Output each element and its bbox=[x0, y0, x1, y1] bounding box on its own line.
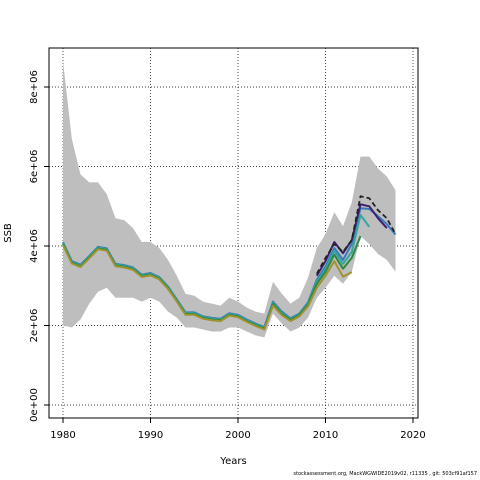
x-tick-label-1980: 1980 bbox=[50, 430, 75, 441]
footnote: stockassessment.org, MackWGWIDE2019v02, … bbox=[293, 471, 477, 477]
y-axis-title: SSB bbox=[3, 223, 14, 243]
y-tick-label-6000000: 6e+06 bbox=[29, 150, 40, 184]
series-lines bbox=[62, 195, 397, 331]
x-axis: 1980 1990 2000 2010 2020 bbox=[50, 418, 426, 441]
series-line-6 bbox=[316, 195, 397, 275]
confidence-band bbox=[63, 61, 396, 338]
x-tick-label-2010: 2010 bbox=[313, 430, 338, 441]
series-line-5 bbox=[315, 203, 388, 277]
x-tick-label-2020: 2020 bbox=[400, 430, 425, 441]
x-tick-label-1990: 1990 bbox=[138, 430, 163, 441]
y-tick-label-8000000: 8e+06 bbox=[29, 70, 40, 104]
y-tick-label-2000000: 2e+06 bbox=[29, 309, 40, 343]
x-tick-label-2000: 2000 bbox=[225, 430, 250, 441]
y-tick-label-0: 0e+00 bbox=[29, 388, 40, 422]
y-axis: 0e+00 2e+06 4e+06 6e+06 8e+06 bbox=[29, 70, 49, 422]
plot-frame bbox=[48, 47, 419, 419]
x-axis-title: Years bbox=[219, 456, 246, 467]
series-line-4 bbox=[62, 244, 353, 331]
y-tick-label-4000000: 4e+06 bbox=[29, 229, 40, 263]
ci-band-area bbox=[63, 61, 396, 338]
